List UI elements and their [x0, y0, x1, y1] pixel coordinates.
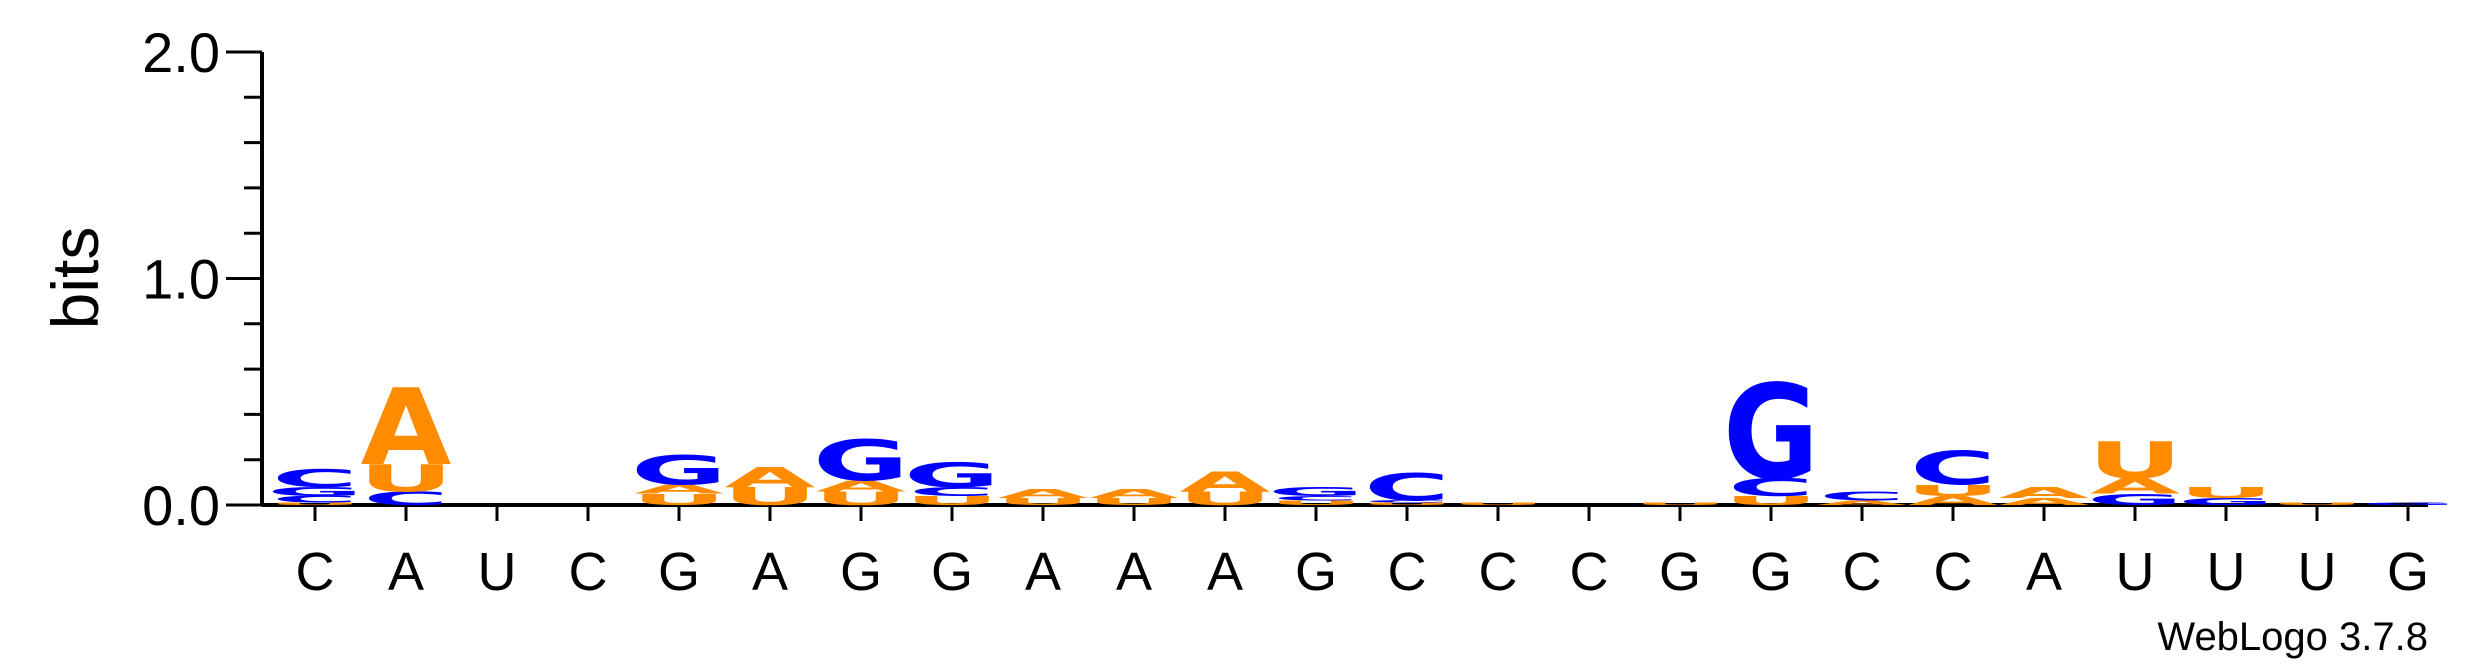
x-tick-label: A — [1025, 542, 1061, 602]
x-tick-label: A — [388, 542, 424, 602]
logo-letter-U: U — [631, 491, 726, 509]
logo-letter-A: A — [1999, 484, 2090, 502]
logo-letter-G: G — [813, 428, 909, 493]
y-tick-label: 1.0 — [142, 248, 220, 311]
logo-letter-U: U — [1723, 494, 1818, 508]
x-tick-label: C — [1570, 542, 1609, 602]
logo-letter-A: A — [1180, 466, 1271, 498]
x-tick-label: U — [2207, 542, 2246, 602]
x-tick-label: U — [2298, 542, 2337, 602]
logo-letter-G: G — [2178, 496, 2274, 507]
logo-letter-G: G — [2087, 491, 2183, 509]
logo-letter-A: A — [816, 477, 907, 495]
logo-letter-C: C — [909, 484, 995, 498]
logo-letter-A: A — [1817, 499, 1908, 506]
logo-letter-U: U — [1450, 502, 1545, 506]
y-ticks: 0.0 1.0 2.0 — [142, 21, 262, 537]
x-tick-label: C — [1934, 542, 1973, 602]
logo-letter-U: U — [1632, 502, 1727, 506]
logo-letter-A: A — [361, 368, 452, 490]
logo-letter-U: U — [2178, 484, 2273, 502]
x-tick-label: G — [1659, 542, 1701, 602]
logo-letter-C: C — [272, 464, 358, 493]
logo-letter-U: U — [1359, 502, 1454, 506]
logo-letter-U: U — [904, 494, 999, 508]
x-tick-label: C — [569, 542, 608, 602]
logo-letter-A: A — [1999, 496, 2090, 507]
x-tick-label: G — [1750, 542, 1792, 602]
logo-letter-A: A — [725, 461, 816, 493]
logo-letter-G: G — [631, 447, 727, 494]
y-tick-label: 2.0 — [142, 21, 220, 84]
logo-letter-U: U — [267, 502, 362, 506]
logo-letter-C: C — [1910, 442, 1996, 496]
x-tick-label: U — [2116, 542, 2155, 602]
x-tick-label: A — [2026, 542, 2062, 602]
logo-letter-C: C — [1819, 489, 1905, 503]
logo-letter-U: U — [1268, 499, 1363, 506]
logo-letter-C: C — [1728, 473, 1814, 502]
x-tick-label: A — [1116, 542, 1152, 602]
x-tick-label: C — [1843, 542, 1882, 602]
x-tick-label: G — [840, 542, 882, 602]
x-tick-label: C — [1388, 542, 1427, 602]
logo-letter-C: C — [363, 488, 449, 510]
x-tick-label: C — [1479, 542, 1518, 602]
weblogo-credit: WebLogo 3.7.8 — [2157, 615, 2428, 659]
logo-letter-A: A — [1908, 494, 1999, 508]
logo-letter-C: C — [1364, 466, 1450, 509]
logo-letter-U: U — [1086, 496, 1181, 507]
logo-letter-A: A — [1089, 487, 1180, 501]
y-tick-label: 0.0 — [142, 474, 220, 537]
x-tick-label: A — [752, 542, 788, 602]
logo-letter-C: C — [1364, 500, 1450, 504]
x-tick-label: G — [1295, 542, 1337, 602]
logo-letter-G: G — [2360, 502, 2456, 506]
logo-letter-U: U — [813, 488, 908, 510]
logo-letter-A: A — [998, 487, 1089, 501]
logo-letter-U: U — [1177, 488, 1272, 510]
logo-letter-U: U — [2087, 432, 2182, 490]
logo-letter-G: G — [1268, 484, 1364, 498]
x-tick-label: U — [478, 542, 517, 602]
logo-letter-U: U — [358, 457, 453, 500]
logo-letter-C: C — [272, 494, 358, 505]
logo-letter-A: A — [2090, 474, 2181, 499]
x-tick-label: A — [1207, 542, 1243, 602]
logo-letter-G: G — [267, 484, 363, 498]
y-axis-label: bits — [38, 227, 112, 330]
logo-letter-C: C — [1273, 495, 1359, 502]
logo-letter-G: G — [1723, 358, 1819, 509]
logo-letter-U: U — [2269, 502, 2364, 506]
logo-letter-U: U — [1905, 481, 2000, 499]
logo-letter-U: U — [995, 496, 1090, 507]
x-tick-label: G — [658, 542, 700, 602]
logo-letter-G: G — [904, 456, 1000, 496]
x-tick-label: G — [2387, 542, 2429, 602]
x-tick-label: G — [931, 542, 973, 602]
logo-letter-A: A — [634, 482, 725, 496]
x-tick-label: C — [296, 542, 335, 602]
